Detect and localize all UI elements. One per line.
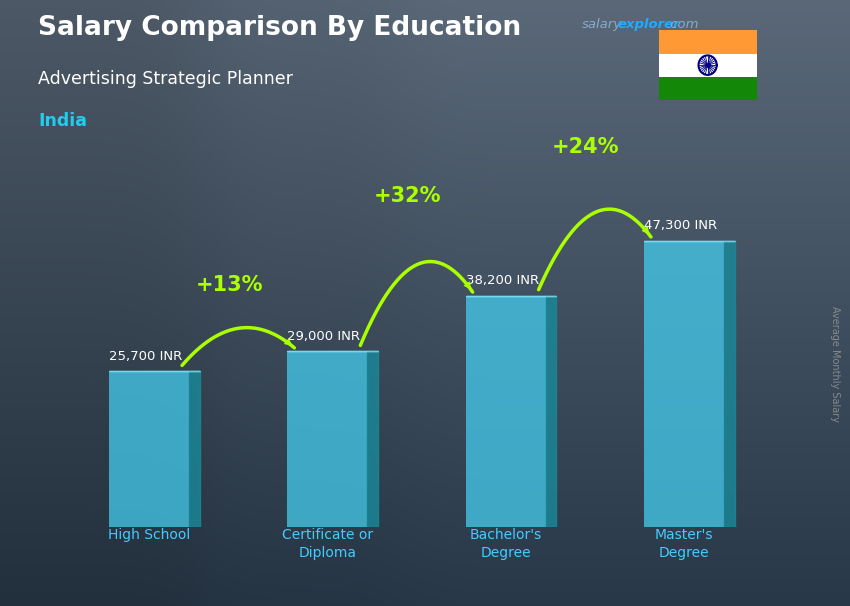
Bar (659, 77, 756, 100)
Text: High School: High School (108, 528, 190, 542)
Bar (643, 241, 724, 527)
Text: salary: salary (582, 18, 622, 31)
Bar (659, 30, 756, 53)
Text: +24%: +24% (552, 137, 620, 157)
Polygon shape (367, 351, 378, 527)
Text: 29,000 INR: 29,000 INR (287, 330, 360, 343)
Text: Salary Comparison By Education: Salary Comparison By Education (38, 15, 521, 41)
Text: +13%: +13% (196, 275, 263, 295)
Polygon shape (546, 296, 557, 527)
Bar (287, 351, 367, 527)
Text: Bachelor's
Degree: Bachelor's Degree (469, 528, 541, 560)
Text: Master's
Degree: Master's Degree (654, 528, 713, 560)
Bar (109, 371, 190, 527)
Text: +32%: +32% (374, 186, 441, 206)
Text: Certificate or
Diploma: Certificate or Diploma (282, 528, 373, 560)
Text: Advertising Strategic Planner: Advertising Strategic Planner (38, 70, 293, 88)
Text: 25,700 INR: 25,700 INR (109, 350, 182, 363)
Polygon shape (724, 241, 734, 527)
Polygon shape (190, 371, 200, 527)
Bar (466, 296, 546, 527)
Text: .com: .com (666, 18, 699, 31)
Text: 47,300 INR: 47,300 INR (643, 219, 717, 232)
Text: 38,200 INR: 38,200 INR (466, 275, 539, 287)
Bar (659, 53, 756, 77)
Text: Average Monthly Salary: Average Monthly Salary (830, 305, 840, 422)
Text: explorer: explorer (617, 18, 680, 31)
Text: India: India (38, 112, 88, 130)
